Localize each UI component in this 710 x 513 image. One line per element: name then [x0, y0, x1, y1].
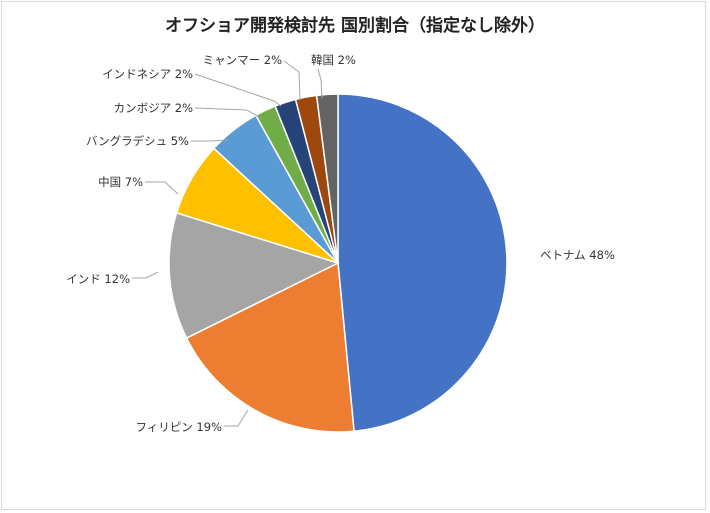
leader-line-4: [145, 181, 179, 195]
leader-line-6: [194, 107, 263, 120]
leader-line-9: [317, 68, 323, 99]
data-label-5: バングラデシュ 5%: [86, 134, 189, 148]
pie-slice-3: [168, 211, 341, 340]
leader-line-3: [132, 271, 159, 279]
data-label-3: インド 12%: [66, 272, 130, 286]
pie-slice-1: [337, 93, 508, 433]
leader-line-8: [283, 60, 301, 101]
data-label-6: カンボジア 2%: [114, 101, 193, 115]
leader-line-2: [224, 409, 249, 427]
data-label-4: 中国 7%: [98, 175, 143, 189]
pie-slice-2: [185, 261, 355, 433]
data-label-7: インドネシア 2%: [102, 67, 193, 81]
leader-line-5: [191, 139, 229, 142]
data-label-2: フィリピン 19%: [136, 420, 223, 434]
data-label-8: ミャンマー 2%: [203, 53, 282, 67]
data-label-1: ベトナム 48%: [540, 248, 615, 262]
chart-title: オフショア開発検討先 国別割合（指定なし除外）: [165, 15, 545, 36]
data-label-9: 韓国 2%: [311, 53, 356, 67]
leader-line-7: [194, 73, 282, 107]
pie-slice-9: [315, 93, 339, 264]
